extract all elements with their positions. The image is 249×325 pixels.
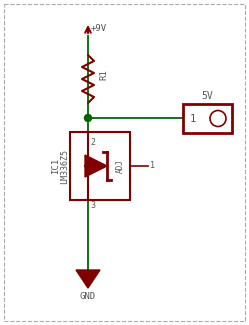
- Text: R1: R1: [99, 70, 108, 80]
- Text: 3: 3: [90, 201, 95, 210]
- Polygon shape: [85, 155, 107, 177]
- Text: 1: 1: [190, 113, 196, 124]
- Text: 1: 1: [150, 162, 155, 171]
- Text: 5V: 5V: [202, 91, 213, 101]
- Bar: [70, 132, 130, 200]
- Text: GND: GND: [80, 292, 96, 301]
- Circle shape: [210, 111, 226, 126]
- Text: +9V: +9V: [91, 24, 107, 33]
- Bar: [183, 104, 232, 133]
- Text: ADJ: ADJ: [116, 159, 125, 173]
- Text: IC1: IC1: [52, 158, 61, 174]
- Text: LM336Z5: LM336Z5: [61, 149, 69, 184]
- Text: 2: 2: [90, 138, 95, 147]
- Polygon shape: [76, 270, 100, 288]
- Circle shape: [84, 114, 91, 122]
